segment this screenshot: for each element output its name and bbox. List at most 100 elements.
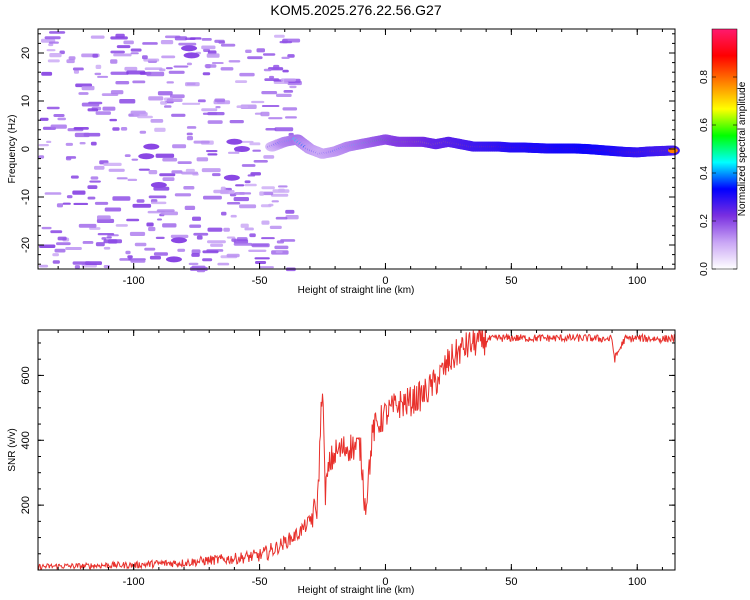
spectrogram-noise-mark <box>261 91 278 95</box>
spectrogram-noise-mark <box>214 98 226 102</box>
spectrogram-noise-mark <box>189 224 202 228</box>
snr-y-tick-label: 600 <box>20 366 32 384</box>
spectrogram-noise-mark <box>112 127 120 131</box>
spectrogram-noise-mark <box>126 70 146 75</box>
spectrogram-noise-mark <box>280 239 296 242</box>
spectrogram-noise-mark <box>124 66 138 71</box>
spectrogram-noise-mark <box>131 158 139 161</box>
spectrogram-noise-mark <box>39 117 49 121</box>
spectrogram-noise-mark <box>274 245 289 250</box>
spectrogram-noise-mark <box>129 231 146 236</box>
spectrogram-noise-mark <box>101 237 107 240</box>
colorbar-tick-label: 0.6 <box>699 118 710 132</box>
spectrogram-noise-mark <box>160 40 174 45</box>
spectrogram-noise-blob <box>170 237 187 244</box>
spectrogram-noise-mark <box>48 43 54 47</box>
spectrogram-noise-mark <box>103 162 122 166</box>
snr-y-tick-label: 200 <box>20 496 32 514</box>
spectrogram-noise-mark <box>249 233 256 238</box>
spectrogram-noise-mark <box>148 96 164 101</box>
spectrogram-noise-mark <box>203 195 222 200</box>
spectrogram-noise-mark <box>87 196 96 200</box>
spectrogram-noise-mark <box>210 243 224 247</box>
spectrogram-noise-mark <box>142 55 148 60</box>
spectrogram-noise-mark <box>171 113 186 117</box>
spectrogram-noise-mark <box>146 222 154 227</box>
snr-panel: -100 -50 0 50 100 200 400 600 Height of straigh… <box>7 329 676 596</box>
spectrogram-noise-mark <box>233 239 249 244</box>
spectrogram-y-label: Frequency (Hz) <box>7 115 18 184</box>
spectrogram-noise-mark <box>230 214 237 218</box>
spectrogram-noise-mark <box>251 100 265 104</box>
spectrogram-noise-mark <box>212 173 221 177</box>
spectrogram-noise-mark <box>260 111 270 117</box>
spectrogram-noise-mark <box>244 180 251 184</box>
spectrogram-noise-mark <box>157 91 173 96</box>
spectrogram-noise-mark <box>251 243 270 248</box>
spectrogram-noise-mark <box>211 62 224 64</box>
spectrogram-y-tick-label: -10 <box>20 189 32 205</box>
spectrogram-noise-mark <box>202 72 211 76</box>
spectrogram-noise-mark <box>74 132 90 138</box>
spectrogram-noise-mark <box>264 78 280 81</box>
spectrogram-noise-mark <box>139 130 147 134</box>
spectrogram-x-tick-label: 50 <box>505 275 517 287</box>
spectrogram-x-tick-label: -100 <box>123 275 145 287</box>
spectrogram-noise-mark <box>49 31 66 34</box>
snr-x-tick-label: -100 <box>123 576 145 588</box>
spectrogram-noise-mark <box>261 237 275 240</box>
spectrogram-noise-mark <box>132 203 152 208</box>
spectrogram-noise-mark <box>44 192 62 195</box>
spectrogram-noise-blob <box>183 52 200 59</box>
spectrogram-noise-mark <box>160 101 167 105</box>
spectrogram-noise-mark <box>108 168 125 172</box>
spectrogram-noise-mark <box>287 54 295 58</box>
snr-x-tick-label: -50 <box>252 576 268 588</box>
spectrogram-noise-mark <box>46 140 52 143</box>
spectrogram-noise-mark <box>278 188 285 193</box>
spectrogram-noise-mark <box>148 226 156 232</box>
spectrogram-noise-mark <box>166 81 174 84</box>
spectrogram-noise-mark <box>148 195 167 199</box>
spectrogram-noise-mark <box>82 241 94 244</box>
spectrogram-noise-mark <box>92 53 98 58</box>
spectrogram-noise-mark <box>172 144 187 149</box>
spectrogram-noise-mark <box>252 149 261 152</box>
spectrogram-noise-mark <box>72 67 84 71</box>
spectrogram-noise-blob <box>143 143 160 150</box>
spectrogram-noise-mark <box>255 261 267 264</box>
colorbar-tick-label: 0.8 <box>699 70 710 84</box>
spectrogram-noise-mark <box>189 37 202 40</box>
spectrogram-noise-mark <box>133 112 148 117</box>
spectrogram-noise-mark <box>191 253 200 257</box>
spectrogram-noise-mark <box>109 118 117 122</box>
spectrogram-noise-mark <box>65 156 72 161</box>
spectrogram-noise-mark <box>202 112 218 115</box>
spectrogram-noise-mark <box>119 99 136 104</box>
colorbar-tick-label: 0.2 <box>699 214 710 228</box>
snr-x-label: Height of straight line (km) <box>298 585 415 596</box>
spectrogram-noise-mark <box>52 260 60 264</box>
spectrogram-noise-mark <box>193 232 209 236</box>
spectrogram-noise-mark <box>192 216 201 221</box>
spectrogram-y-tick-label: 10 <box>20 95 32 107</box>
spectrogram-noise-mark <box>123 40 134 45</box>
spectrogram-noise-mark <box>124 154 131 157</box>
spectrogram-noise-mark <box>46 49 56 52</box>
spectrogram-noise-mark <box>206 150 218 153</box>
spectrogram-noise-mark <box>54 248 66 253</box>
spectrogram-noise-mark <box>186 62 192 66</box>
spectrogram-noise-mark <box>273 81 289 84</box>
spectrogram-noise-mark <box>161 55 176 59</box>
spectrogram-noise-mark <box>50 230 63 234</box>
spectrogram-noise-mark <box>231 238 237 242</box>
spectrogram-noise-mark <box>134 242 147 247</box>
colorbar-tick-label: 0.4 <box>699 166 710 180</box>
spectrogram-noise-mark <box>234 192 245 195</box>
spectrogram-noise-mark <box>59 50 65 55</box>
spectrogram-noise-mark <box>57 236 67 241</box>
colorbar-gradient <box>711 28 738 270</box>
spectrogram-noise-mark <box>47 59 60 63</box>
spectrogram-noise-mark <box>282 69 289 73</box>
